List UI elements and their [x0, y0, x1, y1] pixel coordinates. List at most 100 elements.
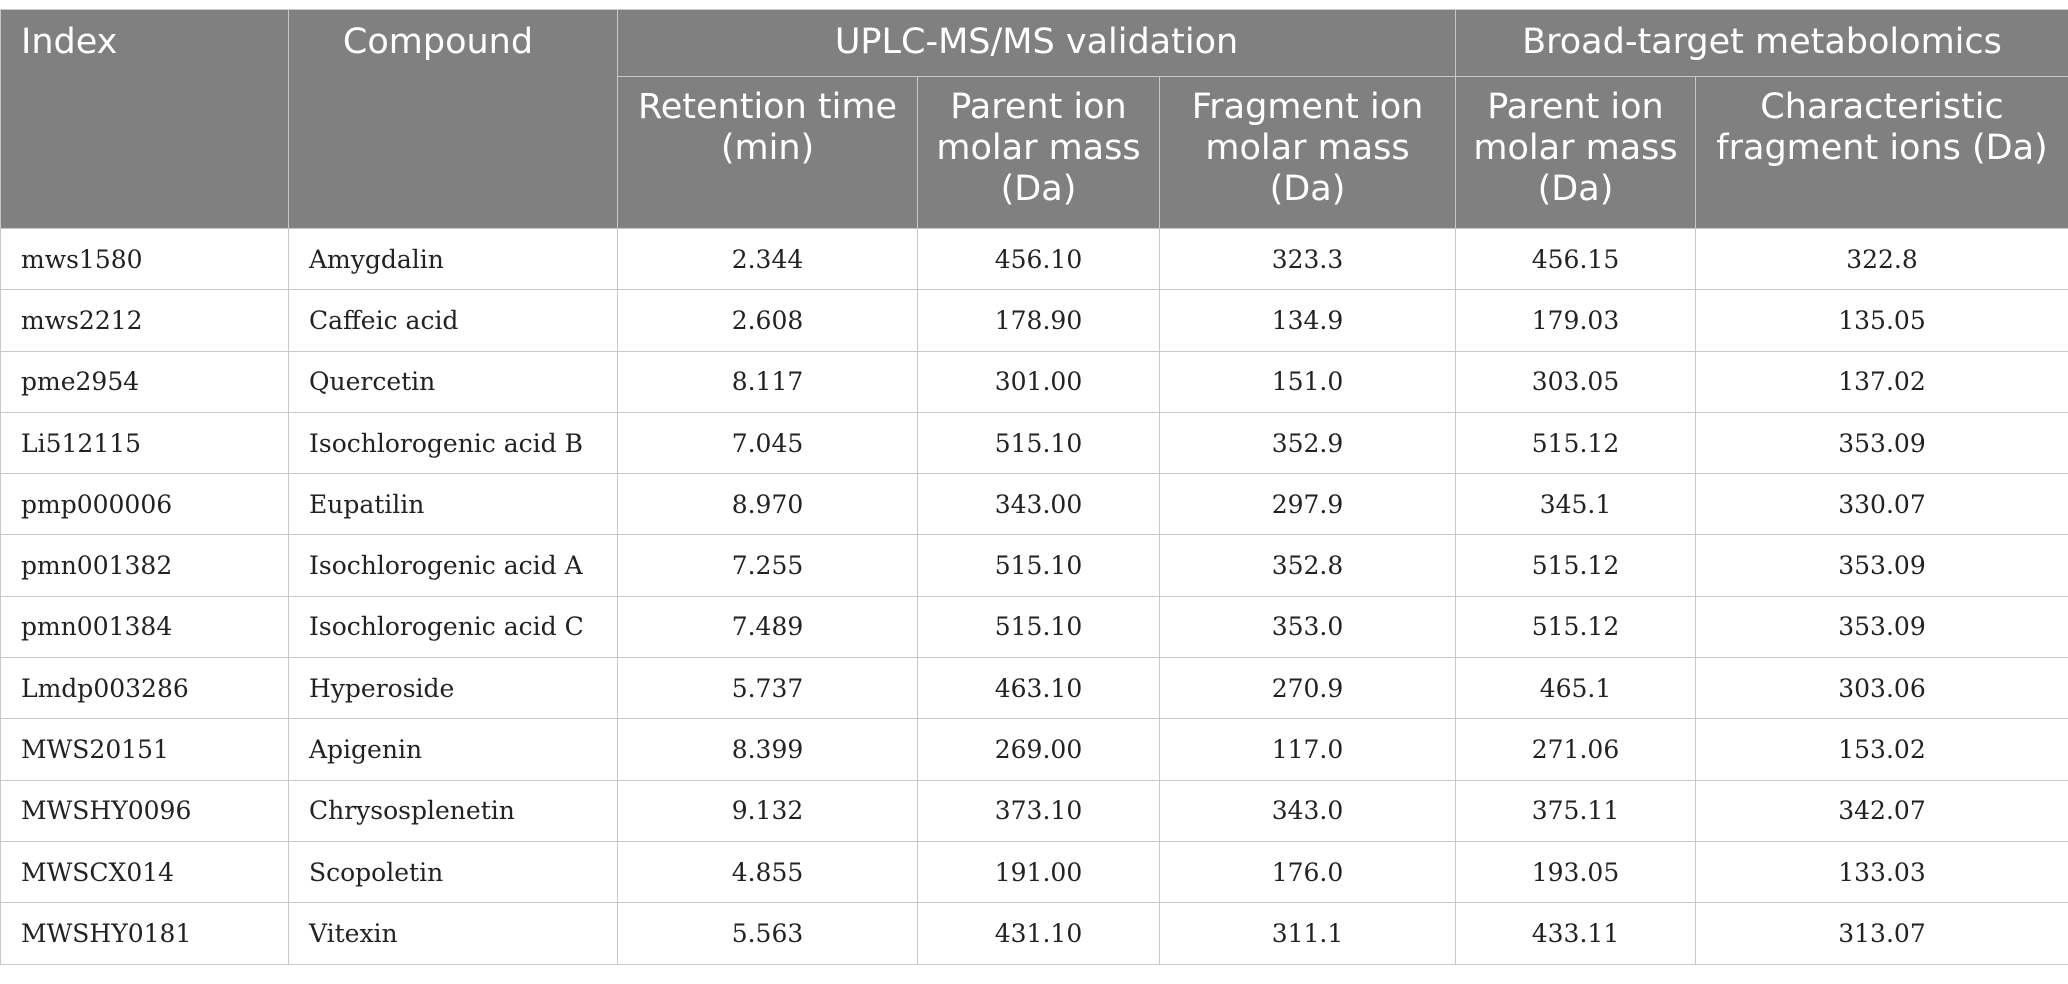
cell-retention-time: 8.117 — [617, 350, 918, 413]
header-retention-time: Retention time (min) — [617, 76, 918, 229]
table-body: mws1580 Amygdalin 2.344 456.10 323.3 456.15 32… — [0, 227, 2068, 965]
cell-retention-time: 7.255 — [617, 534, 918, 597]
table-row: MWSHY0096 Chrysosplenetin 9.132 373.10 343.0… — [0, 779, 2068, 842]
cell-parent-ion-uplc: 343.00 — [917, 473, 1160, 536]
cell-index: pmn001382 — [0, 534, 289, 597]
cell-characteristic-fragment: 342.07 — [1695, 779, 2068, 842]
header-fragment-ion-uplc: Fragment ion molar mass (Da) — [1159, 76, 1456, 229]
cell-characteristic-fragment: 137.02 — [1695, 350, 2068, 413]
table-row: mws2212 Caffeic acid 2.608 178.90 134.9 179.0… — [0, 289, 2068, 352]
table-row: MWS20151 Apigenin 8.399 269.00 117.0 271.06 15… — [0, 718, 2068, 781]
table-row: pmp000006 Eupatilin 8.970 343.00 297.9 345.1 3… — [0, 473, 2068, 536]
cell-compound: Isochlorogenic acid B — [288, 411, 618, 475]
cell-parent-ion-broad: 465.1 — [1455, 657, 1696, 720]
header-parent-ion-uplc: Parent ion molar mass (Da) — [917, 76, 1160, 229]
cell-retention-time: 8.970 — [617, 473, 918, 536]
cell-index: mws2212 — [0, 289, 289, 352]
cell-parent-ion-broad: 271.06 — [1455, 718, 1696, 781]
cell-parent-ion-uplc: 301.00 — [917, 350, 1160, 413]
cell-fragment-ion-uplc: 134.9 — [1159, 289, 1456, 352]
table-row: pmn001384 Isochlorogenic acid C 7.489 515.1… — [0, 595, 2068, 659]
cell-characteristic-fragment: 303.06 — [1695, 657, 2068, 720]
cell-characteristic-fragment: 353.09 — [1695, 595, 2068, 659]
cell-parent-ion-broad: 515.12 — [1455, 411, 1696, 475]
cell-characteristic-fragment: 135.05 — [1695, 289, 2068, 352]
cell-index: pme2954 — [0, 350, 289, 413]
header-parent-ion-broad: Parent ion molar mass (Da) — [1455, 76, 1696, 229]
cell-parent-ion-uplc: 515.10 — [917, 534, 1160, 597]
cell-index: Li512115 — [0, 411, 289, 475]
cell-index: MWS20151 — [0, 718, 289, 781]
cell-compound: Hyperoside — [288, 657, 618, 720]
cell-compound: Chrysosplenetin — [288, 779, 618, 842]
cell-characteristic-fragment: 153.02 — [1695, 718, 2068, 781]
table-row: Lmdp003286 Hyperoside 5.737 463.10 270.9 465.… — [0, 657, 2068, 720]
header-group-uplc: UPLC-MS/MS validation — [617, 9, 1456, 77]
cell-parent-ion-broad: 433.11 — [1455, 902, 1696, 965]
cell-retention-time: 7.045 — [617, 411, 918, 475]
cell-characteristic-fragment: 353.09 — [1695, 411, 2068, 475]
cell-fragment-ion-uplc: 311.1 — [1159, 902, 1456, 965]
table-row: pme2954 Quercetin 8.117 301.00 151.0 303.05 13… — [0, 350, 2068, 413]
cell-parent-ion-uplc: 269.00 — [917, 718, 1160, 781]
table-row: mws1580 Amygdalin 2.344 456.10 323.3 456.15 32… — [0, 227, 2068, 291]
cell-characteristic-fragment: 133.03 — [1695, 840, 2068, 904]
cell-index: Lmdp003286 — [0, 657, 289, 720]
cell-parent-ion-uplc: 463.10 — [917, 657, 1160, 720]
cell-parent-ion-broad: 345.1 — [1455, 473, 1696, 536]
cell-parent-ion-broad: 515.12 — [1455, 595, 1696, 659]
header-index: Index — [0, 9, 289, 229]
cell-index: pmn001384 — [0, 595, 289, 659]
cell-compound: Eupatilin — [288, 473, 618, 536]
cell-characteristic-fragment: 322.8 — [1695, 227, 2068, 291]
cell-index: MWSCX014 — [0, 840, 289, 904]
cell-fragment-ion-uplc: 176.0 — [1159, 840, 1456, 904]
cell-compound: Isochlorogenic acid C — [288, 595, 618, 659]
cell-fragment-ion-uplc: 352.8 — [1159, 534, 1456, 597]
cell-parent-ion-broad: 375.11 — [1455, 779, 1696, 842]
cell-parent-ion-broad: 303.05 — [1455, 350, 1696, 413]
cell-retention-time: 2.608 — [617, 289, 918, 352]
cell-characteristic-fragment: 330.07 — [1695, 473, 2068, 536]
cell-fragment-ion-uplc: 343.0 — [1159, 779, 1456, 842]
table-row: Li512115 Isochlorogenic acid B 7.045 515.10… — [0, 411, 2068, 475]
cell-fragment-ion-uplc: 352.9 — [1159, 411, 1456, 475]
header-row-groups: Index Compound UPLC-MS/MS validation Bro… — [0, 9, 2068, 229]
cell-fragment-ion-uplc: 117.0 — [1159, 718, 1456, 781]
cell-fragment-ion-uplc: 353.0 — [1159, 595, 1456, 659]
cell-compound: Vitexin — [288, 902, 618, 965]
cell-retention-time: 2.344 — [617, 227, 918, 291]
cell-compound: Scopoletin — [288, 840, 618, 904]
cell-parent-ion-uplc: 191.00 — [917, 840, 1160, 904]
cell-fragment-ion-uplc: 151.0 — [1159, 350, 1456, 413]
cell-index: MWSHY0096 — [0, 779, 289, 842]
cell-index: mws1580 — [0, 227, 289, 291]
cell-characteristic-fragment: 353.09 — [1695, 534, 2068, 597]
cell-compound: Isochlorogenic acid A — [288, 534, 618, 597]
cell-compound: Amygdalin — [288, 227, 618, 291]
cell-parent-ion-broad: 515.12 — [1455, 534, 1696, 597]
table-row: pmn001382 Isochlorogenic acid A 7.255 515.1… — [0, 534, 2068, 597]
cell-parent-ion-uplc: 456.10 — [917, 227, 1160, 291]
cell-parent-ion-broad: 193.05 — [1455, 840, 1696, 904]
cell-retention-time: 9.132 — [617, 779, 918, 842]
cell-fragment-ion-uplc: 297.9 — [1159, 473, 1456, 536]
cell-retention-time: 5.563 — [617, 902, 918, 965]
header-compound: Compound — [288, 9, 618, 229]
cell-retention-time: 7.489 — [617, 595, 918, 659]
cell-parent-ion-uplc: 373.10 — [917, 779, 1160, 842]
cell-index: pmp000006 — [0, 473, 289, 536]
cell-characteristic-fragment: 313.07 — [1695, 902, 2068, 965]
header-characteristic-fragment: Characteristic fragment ions (Da) — [1695, 76, 2068, 229]
cell-compound: Apigenin — [288, 718, 618, 781]
cell-parent-ion-uplc: 431.10 — [917, 902, 1160, 965]
cell-compound: Caffeic acid — [288, 289, 618, 352]
table-row: MWSCX014 Scopoletin 4.855 191.00 176.0 193.05… — [0, 840, 2068, 904]
table-row: MWSHY0181 Vitexin 5.563 431.10 311.1 433.11 31… — [0, 902, 2068, 965]
cell-parent-ion-broad: 456.15 — [1455, 227, 1696, 291]
cell-retention-time: 4.855 — [617, 840, 918, 904]
cell-retention-time: 5.737 — [617, 657, 918, 720]
cell-index: MWSHY0181 — [0, 902, 289, 965]
header-group-broad: Broad-target metabolomics — [1455, 9, 2068, 77]
cell-parent-ion-broad: 179.03 — [1455, 289, 1696, 352]
